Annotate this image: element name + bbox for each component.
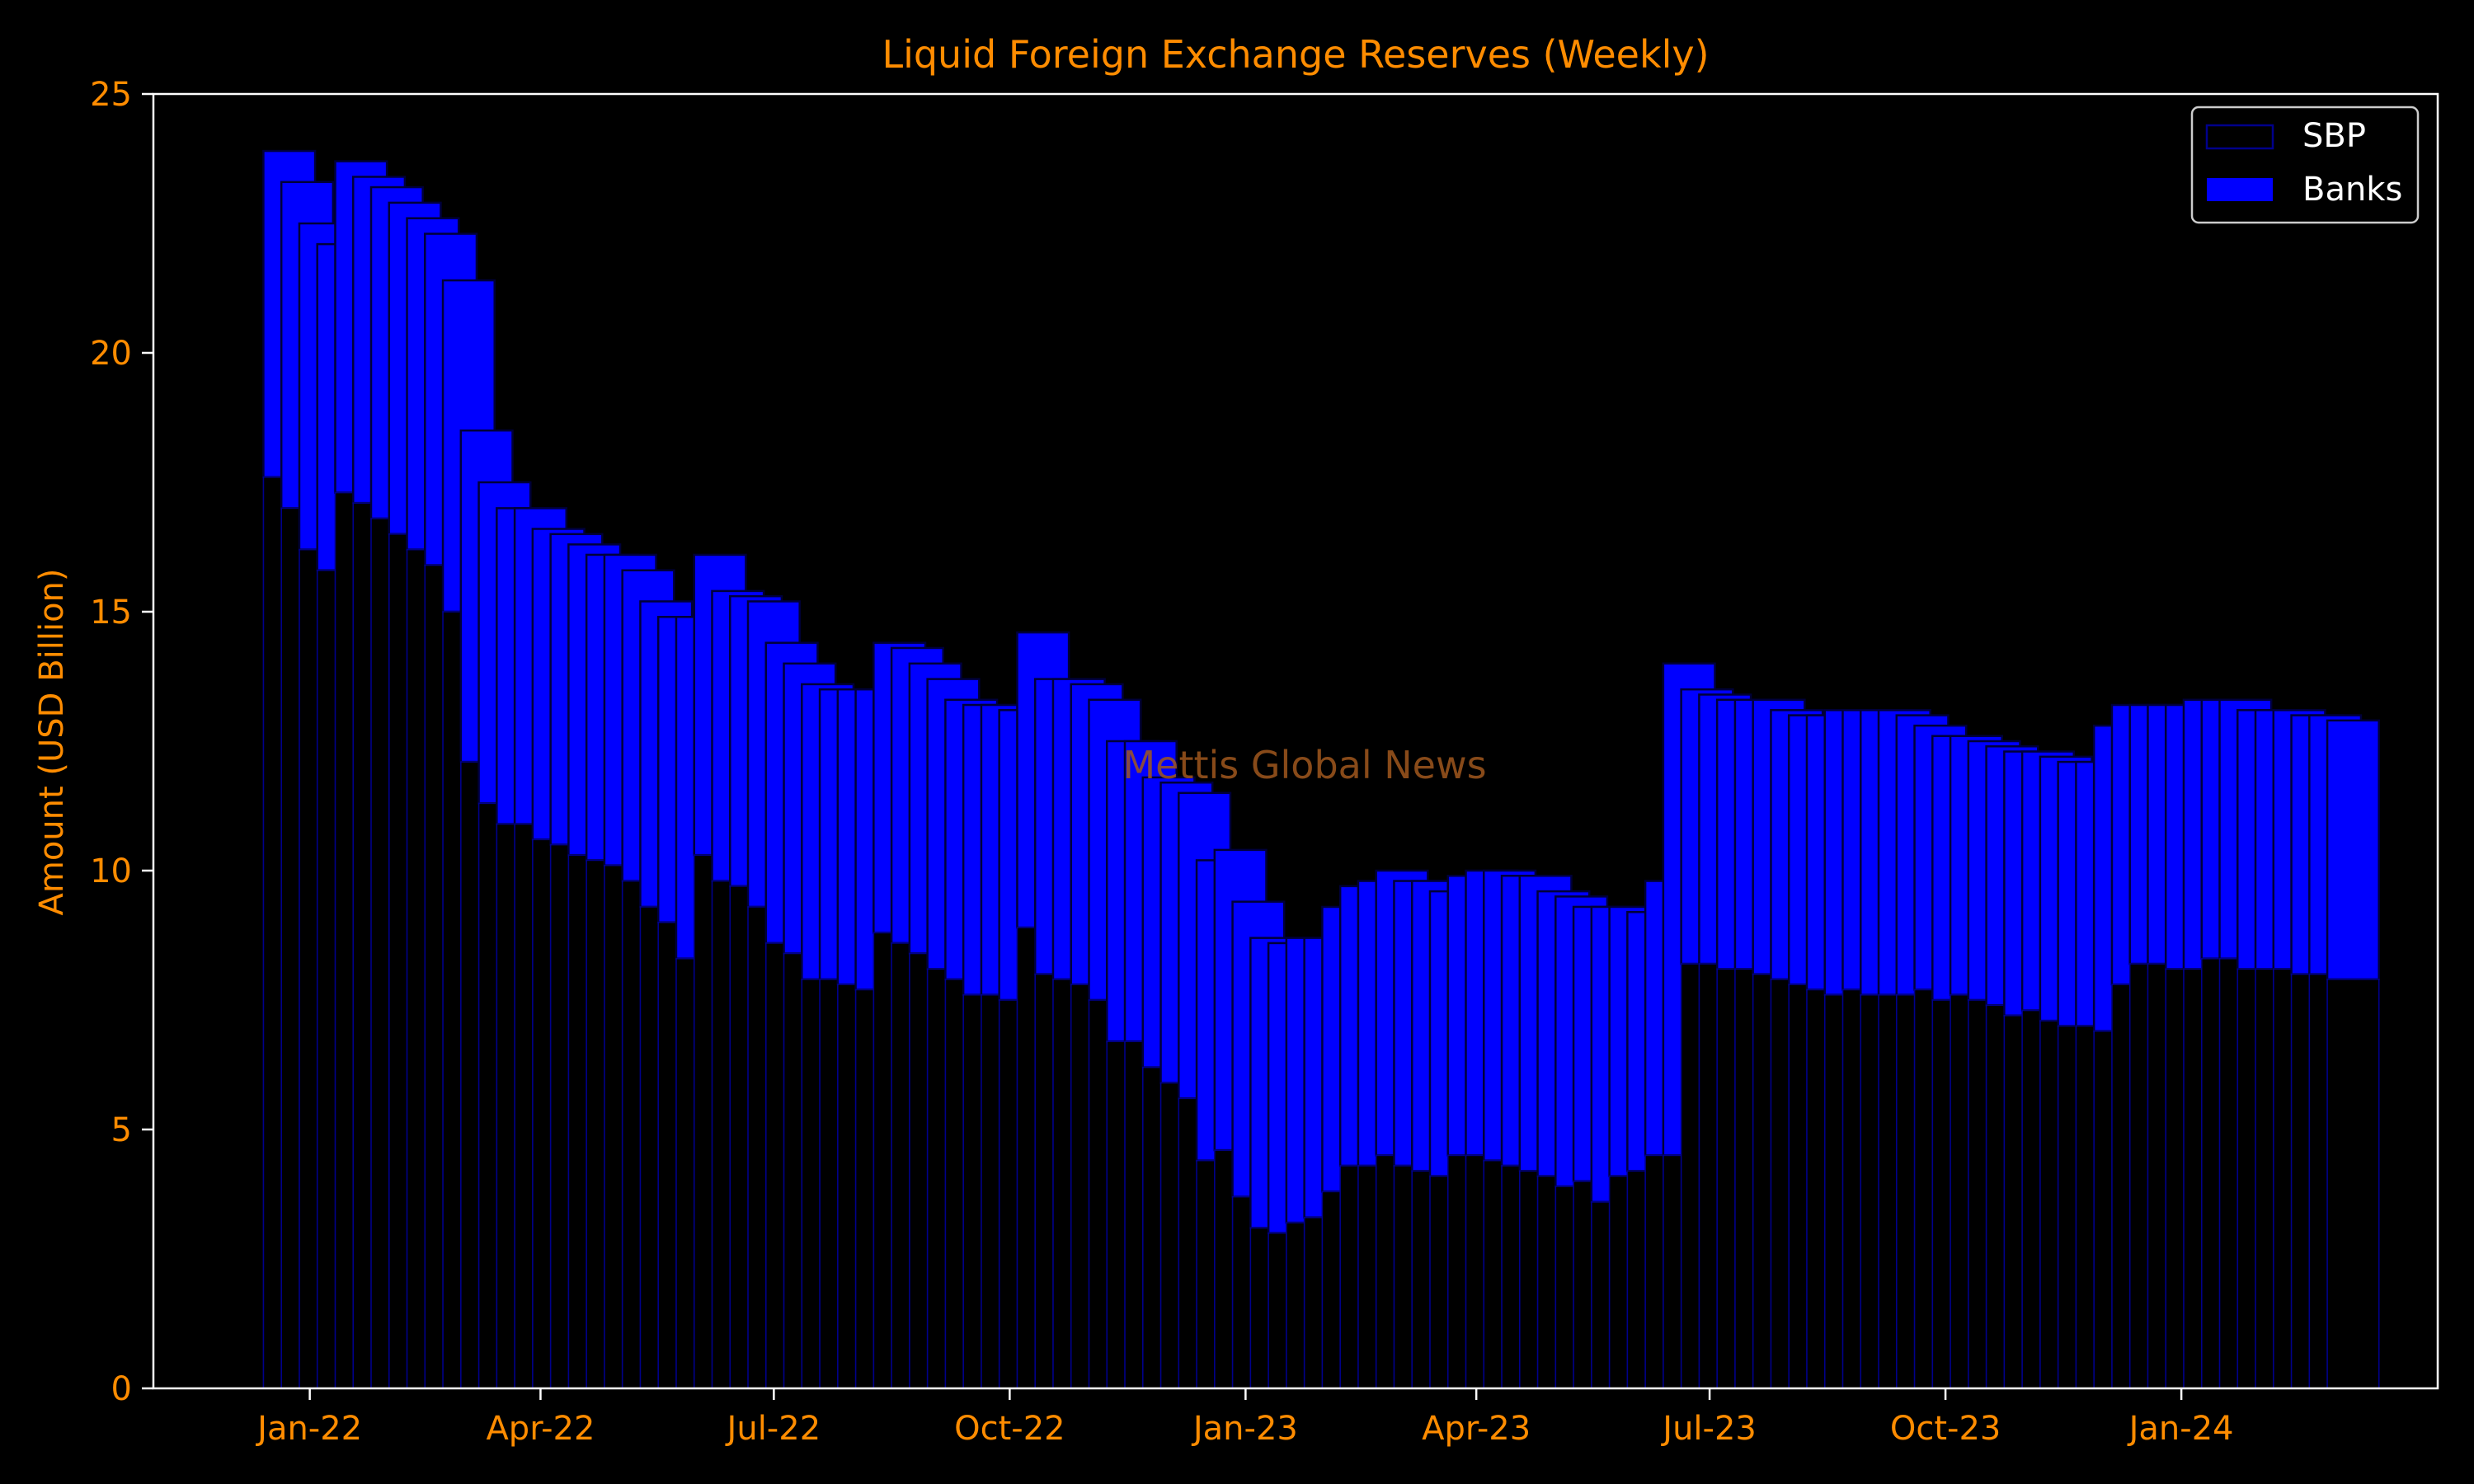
x-tick-label: Jan-22	[255, 1410, 362, 1448]
chart-title: Liquid Foreign Exchange Reserves (Weekly…	[882, 32, 1709, 77]
legend-label-sbp: SBP	[2302, 117, 2366, 155]
legend-swatch-banks	[2207, 178, 2273, 201]
bar-banks	[2326, 719, 2380, 981]
x-axis: Jan-22 Apr-22 Jul-22 Oct-22 Jan-23 Apr-23 Jul-…	[255, 1388, 2234, 1448]
x-tick-label: Oct-23	[1890, 1410, 2001, 1448]
y-axis: 0 5 10 15 20 25	[90, 76, 153, 1408]
y-tick-label: 15	[90, 594, 132, 632]
x-tick-label: Jul-22	[725, 1410, 821, 1448]
y-tick-label: 20	[90, 335, 132, 373]
x-tick-label: Apr-23	[1422, 1410, 1531, 1448]
watermark-text: Mettis Global News	[1122, 743, 1486, 787]
legend-label-banks: Banks	[2302, 171, 2402, 209]
bar-sbp	[2326, 979, 2380, 1389]
x-tick-label: Apr-22	[486, 1410, 595, 1448]
x-tick-label: Jan-23	[1191, 1410, 1298, 1448]
plot-frame	[152, 92, 2439, 1390]
y-axis-title: Amount (USD Billion)	[33, 568, 71, 915]
y-tick-label: 25	[90, 76, 132, 114]
x-tick-label: Oct-22	[954, 1410, 1065, 1448]
y-tick-label: 5	[111, 1111, 132, 1149]
bars-group	[262, 149, 2380, 1389]
legend-swatch-sbp	[2205, 124, 2274, 150]
y-tick-label: 10	[90, 852, 132, 890]
legend: SBP Banks	[2190, 106, 2420, 224]
y-tick-label: 0	[111, 1370, 132, 1408]
x-tick-label: Jan-24	[2127, 1410, 2234, 1448]
x-tick-label: Jul-23	[1660, 1410, 1757, 1448]
